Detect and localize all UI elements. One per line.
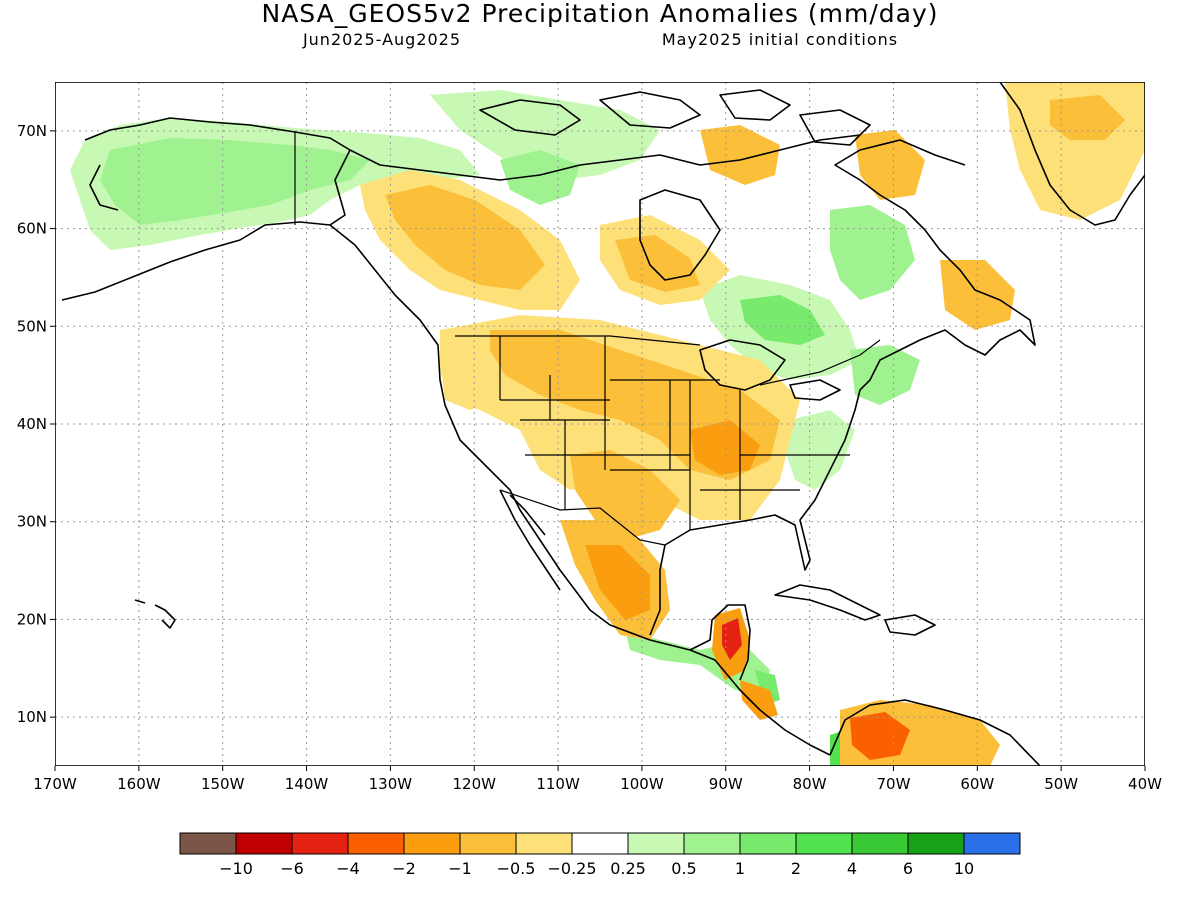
colorbar-swatch [795,832,853,855]
colorbar-swatch [683,832,741,855]
western-canada-dry-core [385,185,545,290]
colorbar-swatch [459,832,517,855]
lon-tick-label: 60W [960,775,994,793]
south-america-coast [829,699,1041,766]
colorbar-label: 1 [735,859,745,878]
hudson-bay [639,189,721,281]
colorbar-swatch [963,832,1021,855]
colorbar-swatch [235,832,293,855]
lon-tick-label: 50W [1044,775,1078,793]
labrador-coast [834,139,966,231]
lon-tick-label: 70W [877,775,911,793]
colorbar-swatch [571,832,629,855]
colorbar-label: 6 [903,859,913,878]
colorbar-label: −0.5 [497,859,536,878]
colorbar-label: 10 [954,859,974,878]
colorbar-swatch [179,832,237,855]
baffin-dry [700,125,780,185]
dry-anomaly-shading [360,82,1145,766]
colorbar-label: −0.25 [547,859,596,878]
quebec-wet-core [740,295,825,345]
lat-tick-label: 70N [17,122,47,140]
yucatan-coast [689,604,751,681]
texas-dry [570,450,680,540]
colorbar-swatch [851,832,909,855]
colorbar-label: −2 [392,859,416,878]
mexico-dry-core [585,545,650,620]
coastlines [61,82,1145,766]
honduras-dry [740,680,778,720]
lon-tick-label: 170W [33,775,77,793]
lat-tick-label: 20N [17,610,47,628]
labrador-wet [830,205,915,300]
colorbar-swatch [907,832,965,855]
arctic-islands-wet [500,150,580,205]
guatemala-dry-core [722,618,742,660]
lat-tick-label: 30N [17,513,47,531]
alaska-wet-core [100,138,370,225]
colorbar-label: 4 [847,859,857,878]
alaska-coast [61,117,351,301]
colorbar-label: 0.5 [671,859,696,878]
pacific-nw-dry [440,355,500,410]
lon-tick-label: 120W [452,775,496,793]
lat-lon-gridlines [55,82,1145,766]
colorbar-label: −6 [280,859,304,878]
arctic-coast [349,134,861,181]
colorbar: −10 −6 −4 −2 −1 −0.5 −0.25 0.25 0.5 1 2 4 6 10 [179,832,1021,878]
greenland-coast [999,82,1145,226]
bc-pacific-coast [329,224,831,756]
greenland-dry-core [1050,95,1125,140]
lon-tick-label: 110W [536,775,580,793]
ozark-dry [690,420,760,475]
lon-tick-label: 140W [285,775,329,793]
lat-tick-label: 60N [17,220,47,238]
map-panel [55,82,1145,766]
us-mexico-border [499,489,666,546]
axis-labels: 170W 160W 150W 140W 130W 120W 110W 100W 90W 80W 70… [17,122,1162,793]
lat-tick-label: 50N [17,317,47,335]
east-coast [854,229,1036,411]
lon-tick-label: 40W [1128,775,1162,793]
colorbar-label: −1 [448,859,472,878]
canada-north-wet [430,90,660,180]
caribbean-coast-wet [755,670,780,705]
political-borders [294,132,881,546]
arctic-islands [479,89,871,146]
lat-tick-label: 10N [17,708,47,726]
lon-tick-label: 90W [709,775,743,793]
hispaniola-coast [884,614,936,636]
southeast-wet [785,410,855,490]
colorbar-label: −4 [336,859,360,878]
gulf-coast [649,409,856,636]
new-england-wet [850,345,920,405]
us-state-lines [499,336,850,530]
newfoundland-dry [940,260,1015,330]
forecast-period: Jun2025-Aug2025 [302,30,461,49]
colorbar-label: −10 [219,859,253,878]
colorbar-swatch [515,832,573,855]
hawaii-islands [134,599,176,629]
colorbar-swatch [291,832,349,855]
initial-conditions: May2025 initial conditions [662,30,898,49]
lat-tick-label: 40N [17,415,47,433]
colorbar-swatch [627,832,685,855]
colorbar-swatch [347,832,405,855]
venezuela-dry-core [850,712,910,760]
lon-tick-label: 160W [117,775,161,793]
colorbar-swatch [403,832,461,855]
baja-coast [499,489,561,591]
us-canada-border [455,335,881,386]
lon-tick-label: 130W [369,775,413,793]
great-lakes [699,339,841,401]
figure-title: NASA_GEOS5v2 Precipitation Anomalies (mm… [262,0,939,28]
colorbar-swatch [739,832,797,855]
lon-tick-label: 80W [793,775,827,793]
lon-tick-label: 100W [620,775,664,793]
cuba-coast [774,584,881,621]
colorbar-label: 2 [791,859,801,878]
colorbar-label: 0.25 [610,859,646,878]
lon-tick-label: 150W [201,775,245,793]
